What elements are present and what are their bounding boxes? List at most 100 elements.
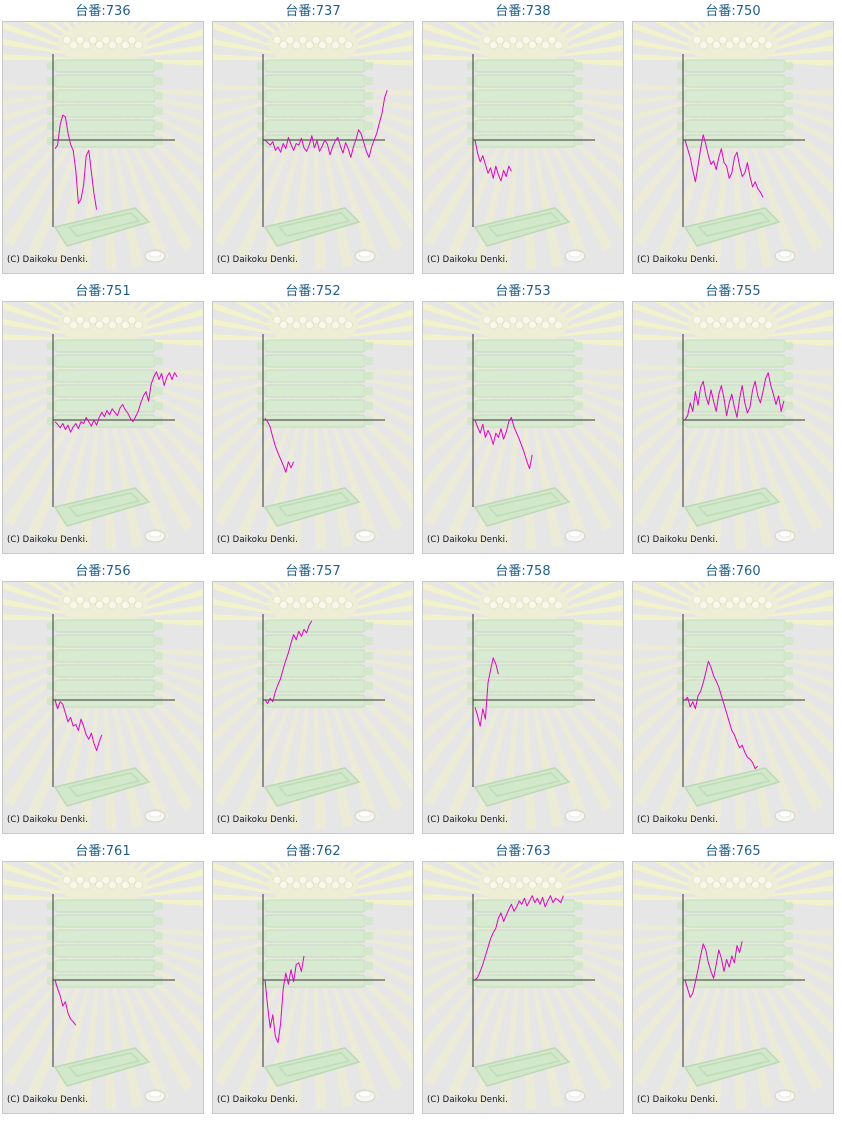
chart-svg (213, 302, 413, 550)
chart-frame: (C) Daikoku Denki. (212, 581, 414, 834)
chart-panel: 台番:753 (C) Daikoku Denki. (420, 280, 626, 557)
chart-title[interactable]: 台番:762 (285, 844, 341, 859)
chart-title[interactable]: 台番:756 (75, 564, 131, 579)
token-icon (564, 249, 586, 263)
chart-panel: 台番:756 (C) Daikoku Denki. (0, 560, 206, 837)
ball-dome-icon (478, 22, 568, 66)
tray-icon (263, 487, 361, 527)
chart-frame: (C) Daikoku Denki. (2, 861, 204, 1114)
ball-dome-icon (58, 862, 148, 906)
chart-title[interactable]: 台番:765 (705, 844, 761, 859)
box-stack-icon (257, 59, 373, 148)
token-icon (354, 809, 376, 823)
ball-dome-icon (688, 302, 778, 346)
chart-frame: (C) Daikoku Denki. (212, 301, 414, 554)
chart-title[interactable]: 台番:753 (495, 284, 551, 299)
tray-icon (683, 1047, 781, 1087)
chart-svg (3, 582, 203, 830)
credit-label: (C) Daikoku Denki. (217, 1095, 298, 1105)
chart-frame: (C) Daikoku Denki. (422, 861, 624, 1114)
ball-dome-icon (268, 22, 358, 66)
chart-title[interactable]: 台番:736 (75, 4, 131, 19)
token-icon (354, 249, 376, 263)
tray-icon (53, 207, 151, 247)
tray-icon (683, 767, 781, 807)
box-stack-icon (467, 899, 583, 988)
chart-title[interactable]: 台番:758 (495, 564, 551, 579)
credit-label: (C) Daikoku Denki. (427, 1095, 508, 1105)
box-stack-icon (677, 59, 793, 148)
ball-dome-icon (58, 302, 148, 346)
chart-panel: 台番:736 (C) Daikoku Denki. (0, 0, 206, 277)
credit-label: (C) Daikoku Denki. (637, 255, 718, 265)
token-icon (354, 1089, 376, 1103)
token-icon (144, 809, 166, 823)
chart-panel: 台番:762 (C) Daikoku Denki. (210, 840, 416, 1117)
chart-svg (633, 22, 833, 270)
box-stack-icon (467, 339, 583, 428)
credit-label: (C) Daikoku Denki. (427, 535, 508, 545)
token-icon (564, 809, 586, 823)
box-stack-icon (467, 59, 583, 148)
credit-label: (C) Daikoku Denki. (637, 815, 718, 825)
box-stack-icon (257, 619, 373, 708)
chart-title[interactable]: 台番:763 (495, 844, 551, 859)
credit-label: (C) Daikoku Denki. (7, 535, 88, 545)
ball-dome-icon (268, 302, 358, 346)
series-line (684, 941, 743, 998)
chart-title[interactable]: 台番:760 (705, 564, 761, 579)
series-line (474, 139, 512, 182)
series-line (684, 372, 785, 421)
series-line (474, 895, 564, 981)
chart-panel: 台番:765 (C) Daikoku Denki. (630, 840, 836, 1117)
chart-svg (423, 22, 623, 270)
token-icon (774, 1089, 796, 1103)
ball-dome-icon (478, 862, 568, 906)
series-line (474, 657, 499, 727)
chart-panel: 台番:758 (C) Daikoku Denki. (420, 560, 626, 837)
token-icon (144, 1089, 166, 1103)
tray-icon (53, 487, 151, 527)
chart-frame: (C) Daikoku Denki. (422, 581, 624, 834)
chart-title[interactable]: 台番:751 (75, 284, 131, 299)
credit-label: (C) Daikoku Denki. (427, 815, 508, 825)
chart-title[interactable]: 台番:738 (495, 4, 551, 19)
token-icon (774, 809, 796, 823)
token-icon (774, 529, 796, 543)
ball-dome-icon (688, 22, 778, 66)
token-icon (774, 249, 796, 263)
chart-panel: 台番:737 (C) Daikoku Denki. (210, 0, 416, 277)
chart-title[interactable]: 台番:750 (705, 4, 761, 19)
chart-svg (423, 302, 623, 550)
chart-frame: (C) Daikoku Denki. (2, 21, 204, 274)
series-line (264, 620, 313, 704)
series-line (54, 371, 178, 433)
chart-frame: (C) Daikoku Denki. (2, 581, 204, 834)
chart-panel: 台番:738 (C) Daikoku Denki. (420, 0, 626, 277)
chart-title[interactable]: 台番:757 (285, 564, 341, 579)
tray-icon (473, 207, 571, 247)
ball-dome-icon (268, 862, 358, 906)
token-icon (564, 1089, 586, 1103)
chart-frame: (C) Daikoku Denki. (422, 21, 624, 274)
chart-title[interactable]: 台番:737 (285, 4, 341, 19)
chart-svg (3, 302, 203, 550)
chart-panel: 台番:755 (C) Daikoku Denki. (630, 280, 836, 557)
tray-icon (263, 767, 361, 807)
chart-title[interactable]: 台番:761 (75, 844, 131, 859)
chart-panel: 台番:751 (C) Daikoku Denki. (0, 280, 206, 557)
chart-panel: 台番:757 (C) Daikoku Denki. (210, 560, 416, 837)
chart-frame: (C) Daikoku Denki. (632, 301, 834, 554)
series-line (474, 416, 533, 470)
series-line (264, 955, 305, 1044)
chart-svg (633, 862, 833, 1110)
chart-title[interactable]: 台番:752 (285, 284, 341, 299)
chart-title[interactable]: 台番:755 (705, 284, 761, 299)
chart-svg (213, 582, 413, 830)
tray-icon (473, 1047, 571, 1087)
credit-label: (C) Daikoku Denki. (427, 255, 508, 265)
series-line (684, 660, 759, 770)
credit-label: (C) Daikoku Denki. (7, 1095, 88, 1105)
ball-dome-icon (478, 582, 568, 626)
